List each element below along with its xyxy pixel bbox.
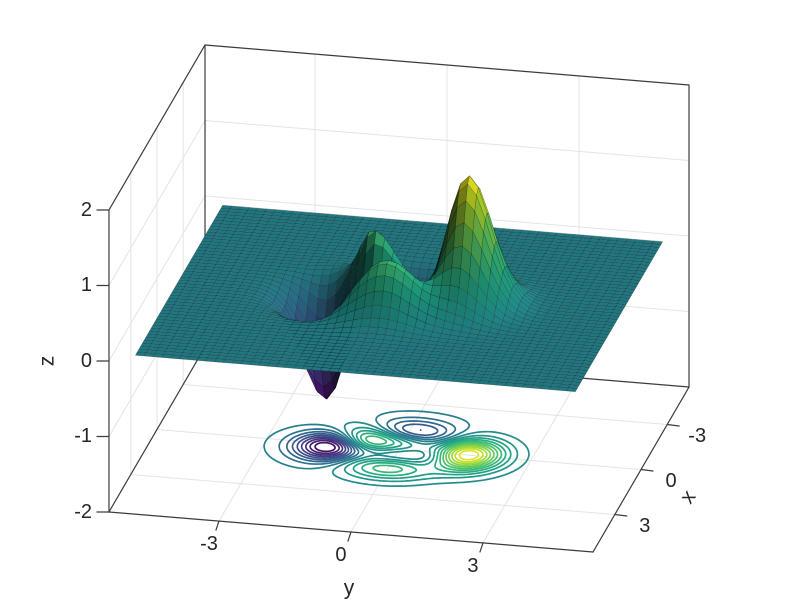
- y-tick-label: -3: [200, 533, 218, 556]
- z-tick-label: 2: [80, 198, 92, 221]
- x-tick-label: 0: [665, 469, 677, 492]
- z-axis-label: z: [35, 355, 59, 367]
- y-tick-label: 0: [335, 544, 347, 566]
- z-tick-label: -1: [74, 425, 92, 448]
- y-tick-label: 3: [467, 554, 479, 577]
- z-tick-label: -2: [74, 500, 92, 523]
- x-tick-label: -3: [688, 424, 707, 447]
- x-tick-label: 3: [639, 514, 651, 537]
- z-tick-label: 0: [80, 349, 92, 372]
- z-tick-label: 1: [80, 274, 92, 297]
- y-axis-label: y: [343, 576, 355, 600]
